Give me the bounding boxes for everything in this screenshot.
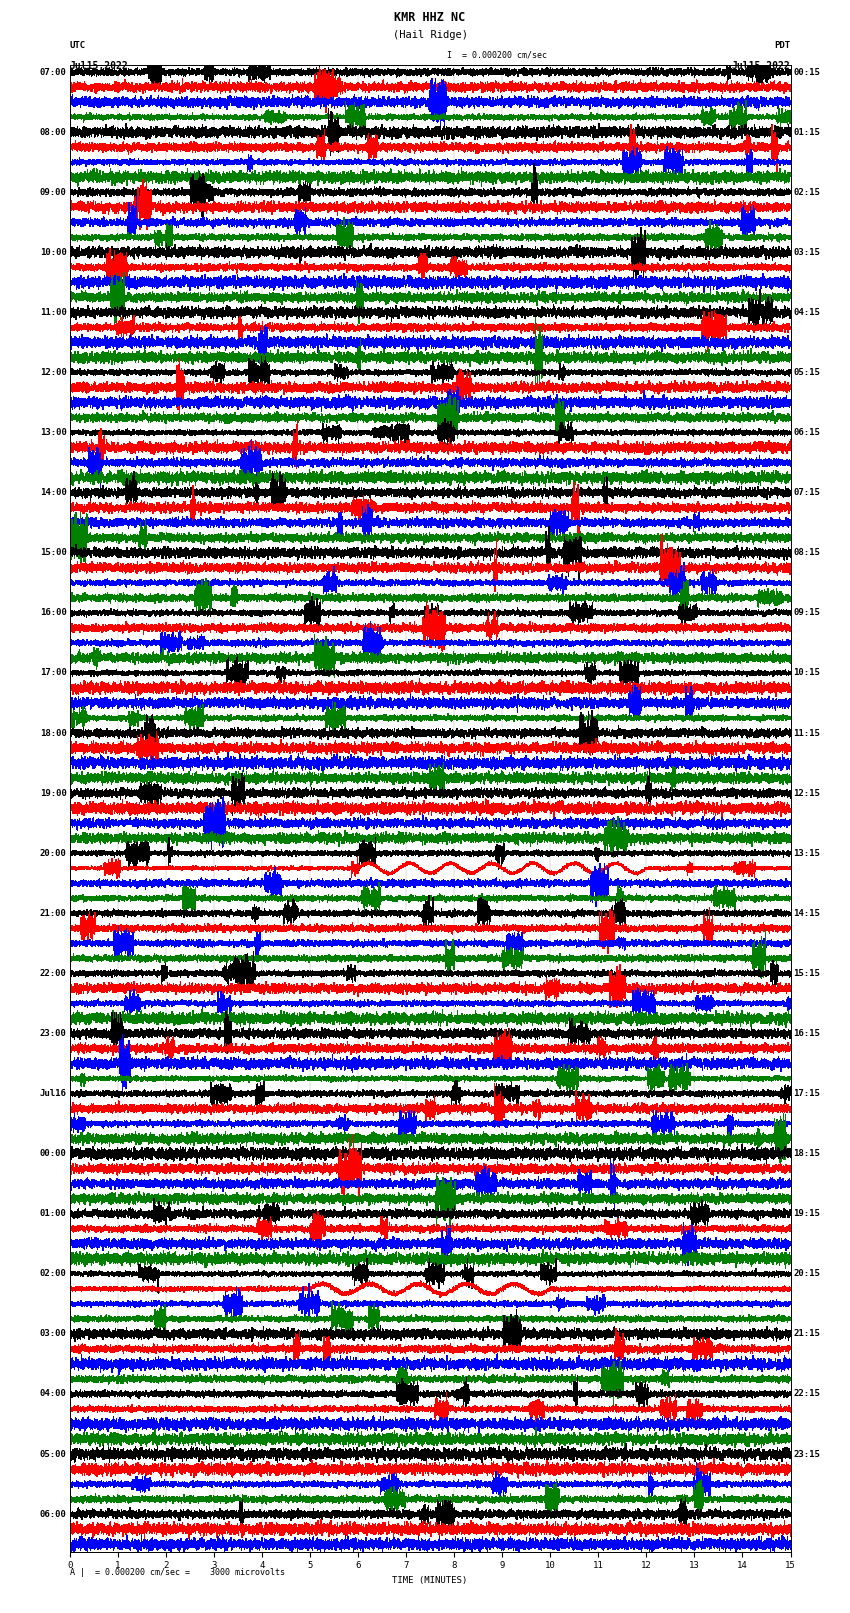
- Text: 05:00: 05:00: [40, 1450, 67, 1458]
- Text: 00:15: 00:15: [793, 68, 820, 76]
- Text: 07:00: 07:00: [40, 68, 67, 76]
- Text: 23:00: 23:00: [40, 1029, 67, 1037]
- Text: 10:00: 10:00: [40, 248, 67, 256]
- Text: 04:00: 04:00: [40, 1389, 67, 1398]
- Text: PDT: PDT: [774, 40, 790, 50]
- Text: 15:15: 15:15: [793, 969, 820, 977]
- Text: 19:15: 19:15: [793, 1210, 820, 1218]
- Text: 06:15: 06:15: [793, 427, 820, 437]
- Text: 17:00: 17:00: [40, 668, 67, 677]
- Text: KMR HHZ NC: KMR HHZ NC: [394, 11, 466, 24]
- Text: 16:00: 16:00: [40, 608, 67, 618]
- Text: 16:15: 16:15: [793, 1029, 820, 1037]
- Text: 17:15: 17:15: [793, 1089, 820, 1098]
- Text: 18:15: 18:15: [793, 1148, 820, 1158]
- Text: 00:00: 00:00: [40, 1148, 67, 1158]
- Text: 11:15: 11:15: [793, 729, 820, 737]
- Text: 03:15: 03:15: [793, 248, 820, 256]
- Text: UTC: UTC: [70, 40, 86, 50]
- Text: Jul15,2022: Jul15,2022: [70, 61, 128, 71]
- Text: A |  = 0.000200 cm/sec =    3000 microvolts: A | = 0.000200 cm/sec = 3000 microvolts: [70, 1568, 285, 1578]
- Text: 06:00: 06:00: [40, 1510, 67, 1519]
- Text: 05:15: 05:15: [793, 368, 820, 377]
- Text: 19:00: 19:00: [40, 789, 67, 797]
- Text: 14:15: 14:15: [793, 908, 820, 918]
- Text: 09:00: 09:00: [40, 187, 67, 197]
- Text: 14:00: 14:00: [40, 489, 67, 497]
- Text: 13:00: 13:00: [40, 427, 67, 437]
- Text: 02:00: 02:00: [40, 1269, 67, 1277]
- Text: 07:15: 07:15: [793, 489, 820, 497]
- Text: 20:15: 20:15: [793, 1269, 820, 1277]
- Text: 11:00: 11:00: [40, 308, 67, 316]
- Text: 08:15: 08:15: [793, 548, 820, 556]
- Text: 08:00: 08:00: [40, 127, 67, 137]
- Text: (Hail Ridge): (Hail Ridge): [393, 31, 468, 40]
- Text: 21:15: 21:15: [793, 1329, 820, 1339]
- Text: 22:15: 22:15: [793, 1389, 820, 1398]
- Text: 02:15: 02:15: [793, 187, 820, 197]
- Text: 20:00: 20:00: [40, 848, 67, 858]
- Text: 12:15: 12:15: [793, 789, 820, 797]
- Text: 22:00: 22:00: [40, 969, 67, 977]
- Text: 13:15: 13:15: [793, 848, 820, 858]
- Text: 21:00: 21:00: [40, 908, 67, 918]
- Text: Jul16: Jul16: [40, 1089, 67, 1098]
- Text: 04:15: 04:15: [793, 308, 820, 316]
- Text: 10:15: 10:15: [793, 668, 820, 677]
- Text: 12:00: 12:00: [40, 368, 67, 377]
- Text: 15:00: 15:00: [40, 548, 67, 556]
- Text: 09:15: 09:15: [793, 608, 820, 618]
- Text: I  = 0.000200 cm/sec: I = 0.000200 cm/sec: [447, 50, 547, 60]
- Text: 23:15: 23:15: [793, 1450, 820, 1458]
- Text: 18:00: 18:00: [40, 729, 67, 737]
- Text: 01:00: 01:00: [40, 1210, 67, 1218]
- Text: 01:15: 01:15: [793, 127, 820, 137]
- X-axis label: TIME (MINUTES): TIME (MINUTES): [393, 1576, 468, 1586]
- Text: 03:00: 03:00: [40, 1329, 67, 1339]
- Text: Jul15,2022: Jul15,2022: [732, 61, 791, 71]
